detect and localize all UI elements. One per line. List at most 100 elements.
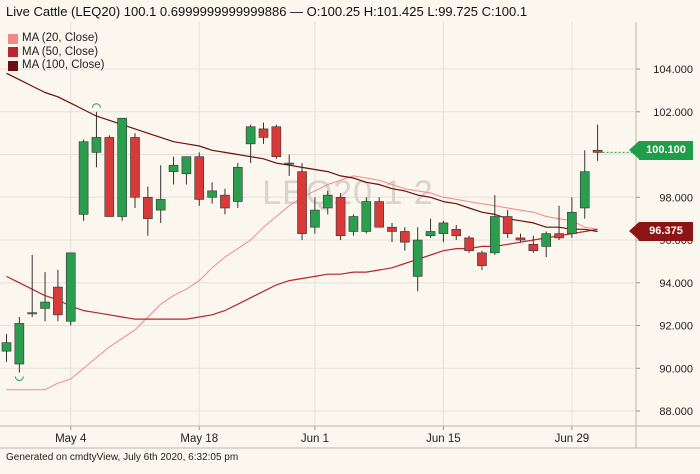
ma-price-tag: 96.375 (639, 221, 693, 241)
x-tick-label: Jun 29 (555, 433, 590, 445)
candle[interactable] (451, 225, 462, 241)
candle[interactable] (1, 334, 12, 362)
candle[interactable] (374, 197, 384, 228)
candle-body (14, 323, 25, 365)
x-tick-label: Jun 15 (426, 433, 461, 445)
y-tick-label: 88.000 (659, 406, 693, 418)
legend-item-ma20[interactable]: MA (20, Close) (8, 32, 104, 46)
candle[interactable] (91, 111, 102, 168)
candle[interactable] (143, 186, 153, 236)
candle[interactable] (297, 163, 307, 241)
candle-body (258, 128, 269, 138)
candle[interactable] (207, 182, 217, 204)
candle[interactable] (348, 214, 359, 236)
candle[interactable] (155, 165, 166, 223)
candle-body (53, 286, 63, 316)
candle-body (297, 171, 307, 234)
candle[interactable] (464, 235, 474, 253)
candle-body (451, 229, 462, 237)
candle[interactable] (579, 150, 590, 219)
candle-body (361, 201, 372, 232)
chart-legend: MA (20, Close) MA (50, Close) MA (100, C… (8, 32, 104, 73)
candle-body (477, 252, 487, 266)
candle[interactable] (515, 233, 526, 243)
candle-body (104, 137, 115, 217)
candle-body (515, 237, 526, 241)
candle[interactable] (528, 235, 539, 253)
candle[interactable] (117, 117, 127, 221)
y-tick-label: 104.000 (653, 64, 693, 76)
candle[interactable] (387, 222, 397, 243)
legend-swatch-ma100 (8, 60, 18, 71)
candle[interactable] (425, 218, 436, 238)
chart-title: Live Cattle (LEQ20) 100.1 0.699999999999… (6, 4, 528, 19)
candle[interactable] (130, 133, 140, 208)
legend-label-ma100: MA (100, Close) (22, 59, 105, 71)
legend-label-ma20: MA (20, Close) (22, 32, 99, 44)
candle-body (425, 231, 436, 237)
candle[interactable] (40, 272, 50, 322)
candle[interactable] (233, 163, 243, 208)
candle-body (233, 167, 243, 202)
candle[interactable] (592, 124, 603, 161)
candle[interactable] (65, 252, 76, 326)
candle[interactable] (78, 139, 89, 221)
candle[interactable] (104, 135, 115, 217)
candle-body (181, 156, 192, 175)
candle-body (91, 137, 102, 153)
candle[interactable] (477, 250, 487, 270)
candle-body (567, 211, 577, 234)
candle[interactable] (567, 197, 577, 238)
legend-item-ma50[interactable]: MA (50, Close) (8, 46, 104, 60)
candle-body (168, 164, 179, 172)
candle[interactable] (438, 220, 449, 243)
legend-item-ma100[interactable]: MA (100, Close) (8, 59, 104, 73)
candle[interactable] (245, 124, 256, 164)
candle[interactable] (194, 152, 205, 206)
candle[interactable] (335, 193, 346, 241)
candle[interactable] (412, 227, 423, 292)
candle-body (438, 222, 449, 234)
candle[interactable] (400, 227, 410, 251)
candle-body (78, 141, 89, 215)
candle-body (310, 209, 320, 228)
candle[interactable] (258, 122, 269, 144)
candles[interactable] (1, 103, 636, 382)
candle-body (65, 252, 76, 322)
x-tick-label: Jun 1 (301, 433, 329, 445)
x-tick-label: May 18 (180, 433, 218, 445)
candle-body (27, 312, 38, 315)
candle-body (502, 216, 513, 234)
candle[interactable] (181, 156, 192, 185)
candle-body (387, 226, 397, 232)
candle[interactable] (489, 195, 500, 255)
candle-body (284, 162, 295, 165)
candle[interactable] (220, 188, 230, 215)
candle[interactable] (53, 269, 63, 322)
candle-body (464, 237, 474, 252)
candle-body (554, 233, 564, 239)
y-tick-label: 94.000 (659, 278, 693, 290)
swing-low-marker (14, 376, 24, 382)
candle-body (117, 117, 127, 217)
candle-body (245, 126, 256, 145)
candle[interactable] (168, 156, 179, 185)
x-axis: May 4 May 18 Jun 1 Jun 15 Jun 29 (55, 426, 589, 445)
x-tick-label: May 4 (55, 433, 87, 445)
swing-high-marker (91, 103, 101, 108)
last-price-tag: 100.100 (639, 140, 693, 160)
candle[interactable] (322, 190, 333, 215)
candle[interactable] (310, 197, 320, 234)
candle[interactable] (361, 197, 372, 234)
y-axis: 88.00090.00092.00094.00096.00098.000100.… (636, 64, 693, 418)
candle[interactable] (541, 231, 552, 258)
candle[interactable] (502, 210, 513, 238)
candle[interactable] (271, 124, 282, 159)
candle[interactable] (284, 154, 295, 176)
candle-body (220, 194, 230, 209)
candle[interactable] (14, 316, 25, 373)
candle[interactable] (554, 205, 564, 241)
candle[interactable] (27, 254, 38, 317)
